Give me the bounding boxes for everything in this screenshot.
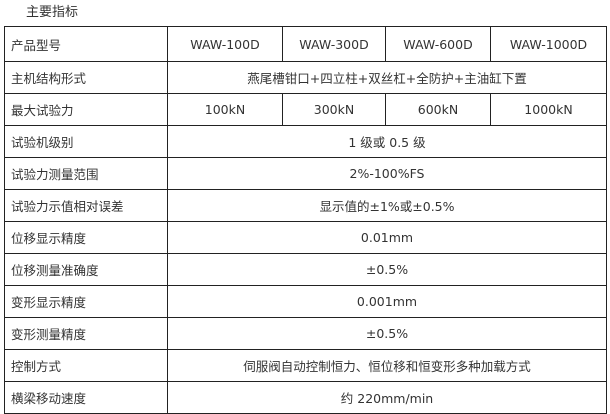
model-cell: WAW-100D [167, 26, 283, 62]
table-row: 最大试验力 100kN 300kN 600kN 1000kN [4, 93, 607, 126]
table-row: 变形测量精度 ±0.5% [4, 317, 607, 350]
row-label: 试验力示值相对误差 [4, 189, 168, 222]
row-value: 0.001mm [167, 285, 607, 318]
model-cell: WAW-300D [282, 26, 386, 62]
row-value: 1 级或 0.5 级 [167, 125, 607, 158]
table-row: 试验机级别 1 级或 0.5 级 [4, 125, 607, 158]
row-label: 变形测量精度 [4, 317, 168, 350]
spec-table: 产品型号 WAW-100D WAW-300D WAW-600D WAW-1000… [4, 26, 607, 414]
row-value: 0.01mm [167, 221, 607, 254]
row-label: 试验力测量范围 [4, 157, 168, 190]
table-row: 试验力测量范围 2%-100%FS [4, 157, 607, 190]
table-row: 产品型号 WAW-100D WAW-300D WAW-600D WAW-1000… [4, 26, 607, 62]
force-cell: 600kN [385, 93, 491, 126]
row-value: 燕尾槽钳口+四立柱+双丝杠+全防护+主油缸下置 [167, 61, 607, 94]
row-value: 伺服阀自动控制恒力、恒位移和恒变形多种加载方式 [167, 349, 607, 382]
row-value: ±0.5% [167, 317, 607, 350]
row-value: 2%-100%FS [167, 157, 607, 190]
model-cell: WAW-1000D [490, 26, 607, 62]
force-cell: 1000kN [490, 93, 607, 126]
row-label: 最大试验力 [4, 93, 168, 126]
force-cell: 100kN [167, 93, 283, 126]
row-label: 产品型号 [4, 26, 168, 62]
section-title: 主要指标 [26, 5, 79, 20]
force-cell: 300kN [282, 93, 386, 126]
table-row: 控制方式 伺服阀自动控制恒力、恒位移和恒变形多种加载方式 [4, 349, 607, 382]
row-label: 位移显示精度 [4, 221, 168, 254]
row-value: ±0.5% [167, 253, 607, 286]
table-row: 主机结构形式 燕尾槽钳口+四立柱+双丝杠+全防护+主油缸下置 [4, 61, 607, 94]
row-label: 试验机级别 [4, 125, 168, 158]
row-value: 显示值的±1%或±0.5% [167, 189, 607, 222]
row-label: 控制方式 [4, 349, 168, 382]
row-label: 变形显示精度 [4, 285, 168, 318]
table-row: 位移显示精度 0.01mm [4, 221, 607, 254]
model-cell: WAW-600D [385, 26, 491, 62]
table-row: 试验力示值相对误差 显示值的±1%或±0.5% [4, 189, 607, 222]
table-row: 变形显示精度 0.001mm [4, 285, 607, 318]
row-label: 主机结构形式 [4, 61, 168, 94]
table-row: 位移测量准确度 ±0.5% [4, 253, 607, 286]
row-label: 位移测量准确度 [4, 253, 168, 286]
